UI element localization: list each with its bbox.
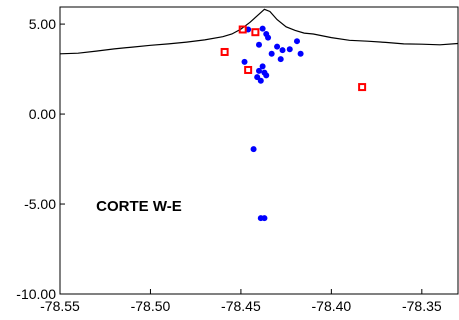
- event-point-red-square: [358, 83, 367, 92]
- event-point-blue: [279, 47, 286, 54]
- event-point-blue: [274, 43, 281, 50]
- chart-marks: [59, 8, 459, 222]
- event-point-red-square: [238, 25, 247, 34]
- plot-frame: [59, 6, 459, 295]
- event-point-blue: [277, 56, 284, 63]
- event-point-blue: [261, 215, 268, 222]
- event-point-blue: [297, 50, 304, 57]
- event-point-blue: [265, 34, 272, 41]
- x-tick-label: -78.55: [40, 298, 80, 314]
- y-tick-label: 5.00: [29, 16, 56, 32]
- x-tick-label: -78.35: [402, 298, 442, 314]
- corte-annotation: CORTE W-E: [96, 198, 182, 215]
- event-point-blue: [250, 146, 257, 153]
- event-point-red-square: [251, 28, 260, 37]
- y-tick-label: 0.00: [29, 106, 56, 122]
- event-point-blue: [256, 41, 262, 48]
- event-point-red-square: [244, 65, 253, 74]
- x-tick-label: -78.45: [221, 298, 261, 314]
- y-axis-ticks: 5.00 0.00 -5.00 -10.00: [16, 16, 65, 302]
- event-point-blue: [293, 38, 300, 45]
- x-tick-label: -78.40: [312, 298, 352, 314]
- x-axis-ticks: -78.55 -78.50 -78.45 -78.40 -78.35: [40, 289, 442, 314]
- event-point-blue: [259, 63, 266, 70]
- event-point-red-square: [220, 47, 229, 56]
- y-tick-label: -5.00: [24, 196, 56, 212]
- event-point-blue: [257, 77, 264, 84]
- chart-labels: CORTE W-E: [96, 198, 182, 215]
- topography-profile-line: [59, 8, 459, 55]
- plot-area: [60, 7, 458, 294]
- event-point-blue: [256, 67, 262, 74]
- event-point-blue: [241, 58, 248, 65]
- event-point-blue: [268, 50, 275, 57]
- x-tick-label: -78.50: [131, 298, 171, 314]
- event-point-blue: [263, 72, 270, 79]
- event-point-blue: [286, 46, 293, 53]
- event-point-blue: [259, 25, 266, 32]
- y-tick-label: -10.00: [16, 286, 56, 302]
